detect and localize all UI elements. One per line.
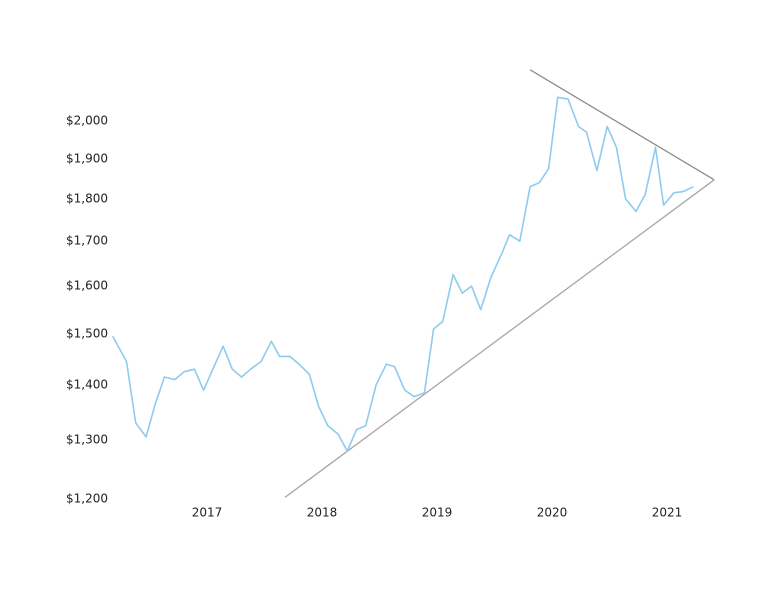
x-tick-label: 2018 (307, 506, 338, 520)
y-tick-label: $1,700 (66, 234, 108, 248)
y-tick-label: $1,200 (66, 492, 108, 506)
x-tick-label: 2019 (422, 506, 453, 520)
y-tick-label: $1,300 (66, 432, 108, 446)
y-tick-label: $2,000 (66, 113, 108, 127)
y-tick-label: $1,900 (66, 151, 108, 165)
trend-line (529, 69, 715, 181)
y-tick-label: $1,400 (66, 377, 108, 391)
x-tick-label: 2020 (537, 506, 568, 520)
x-tick-label: 2017 (192, 506, 223, 520)
price-line (111, 96, 694, 452)
y-tick-label: $1,800 (66, 191, 108, 205)
trend-line (284, 179, 715, 498)
y-tick-label: $1,600 (66, 279, 108, 293)
y-tick-label: $1,500 (66, 326, 108, 340)
x-tick-label: 2021 (652, 506, 683, 520)
